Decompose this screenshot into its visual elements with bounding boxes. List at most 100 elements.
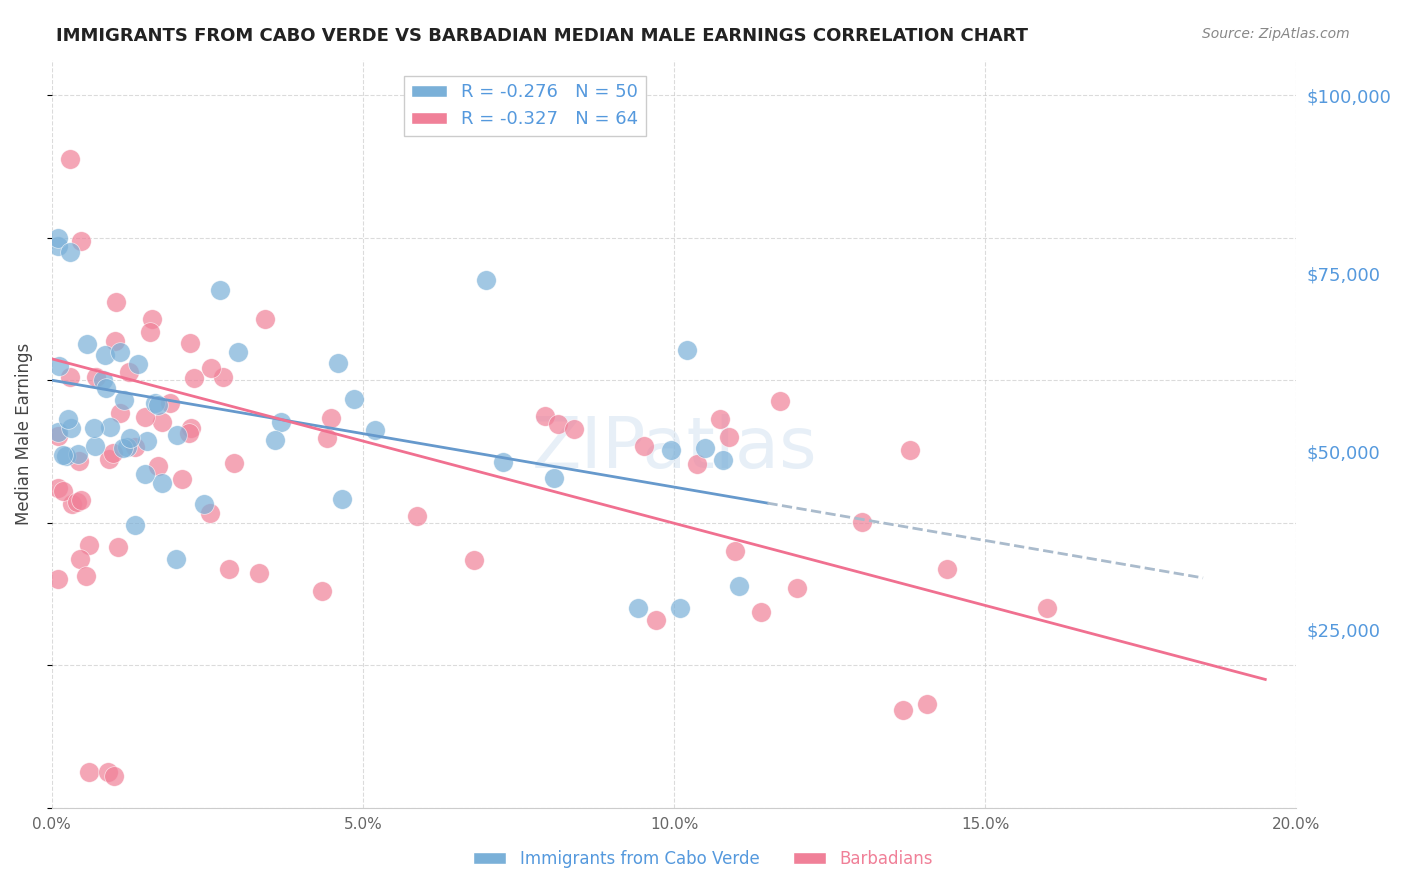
- Point: [55, 449, 77, 463]
- Point: [77, 538, 100, 552]
- Point: [936, 561, 959, 575]
- Point: [124, 440, 146, 454]
- Point: [134, 410, 156, 425]
- Point: [91, 373, 114, 387]
- Point: [46, 239, 69, 253]
- Point: [110, 344, 132, 359]
- Point: [685, 458, 707, 472]
- Point: [148, 398, 170, 412]
- Point: [492, 455, 515, 469]
- Point: [97, 765, 120, 780]
- Point: [193, 497, 215, 511]
- Point: [330, 492, 353, 507]
- Point: [200, 361, 222, 376]
- Point: [179, 335, 201, 350]
- Point: [270, 415, 292, 429]
- Point: [69, 552, 91, 566]
- Point: [463, 553, 485, 567]
- Point: [208, 283, 231, 297]
- Point: [59, 421, 82, 435]
- Point: [898, 443, 921, 458]
- Point: [543, 471, 565, 485]
- Text: Source: ZipAtlas.com: Source: ZipAtlas.com: [1202, 27, 1350, 41]
- Point: [311, 583, 333, 598]
- Point: [319, 411, 342, 425]
- Point: [67, 454, 90, 468]
- Point: [46, 481, 69, 495]
- Point: [46, 230, 69, 244]
- Point: [75, 569, 97, 583]
- Point: [58, 412, 80, 426]
- Legend: R = -0.276   N = 50, R = -0.327   N = 64: R = -0.276 N = 50, R = -0.327 N = 64: [404, 76, 645, 136]
- Point: [915, 698, 938, 712]
- Point: [59, 244, 82, 259]
- Point: [547, 417, 569, 431]
- Point: [709, 412, 731, 426]
- Point: [166, 428, 188, 442]
- Point: [59, 153, 82, 167]
- Point: [46, 425, 69, 439]
- Y-axis label: Median Male Earnings: Median Male Earnings: [15, 343, 32, 524]
- Point: [253, 312, 276, 326]
- Point: [218, 562, 240, 576]
- Point: [644, 613, 666, 627]
- Point: [727, 579, 749, 593]
- Point: [103, 769, 125, 783]
- Point: [627, 601, 650, 615]
- Point: [48, 359, 70, 373]
- Point: [52, 448, 75, 462]
- Point: [46, 429, 69, 443]
- Point: [533, 409, 555, 423]
- Point: [120, 431, 142, 445]
- Point: [94, 348, 117, 362]
- Text: ZIPatlas: ZIPatlas: [531, 414, 817, 483]
- Point: [180, 421, 202, 435]
- Point: [159, 395, 181, 409]
- Point: [111, 441, 134, 455]
- Point: [675, 343, 697, 357]
- Point: [141, 312, 163, 326]
- Point: [198, 506, 221, 520]
- Point: [101, 446, 124, 460]
- Point: [139, 325, 162, 339]
- Point: [84, 370, 107, 384]
- Point: [264, 433, 287, 447]
- Point: [316, 431, 339, 445]
- Point: [633, 439, 655, 453]
- Point: [177, 425, 200, 440]
- Text: IMMIGRANTS FROM CABO VERDE VS BARBADIAN MEDIAN MALE EARNINGS CORRELATION CHART: IMMIGRANTS FROM CABO VERDE VS BARBADIAN …: [56, 27, 1028, 45]
- Point: [328, 356, 350, 370]
- Point: [108, 406, 131, 420]
- Point: [66, 447, 89, 461]
- Point: [124, 517, 146, 532]
- Point: [107, 540, 129, 554]
- Point: [751, 605, 773, 619]
- Point: [134, 467, 156, 482]
- Point: [150, 416, 173, 430]
- Point: [46, 573, 69, 587]
- Point: [112, 392, 135, 407]
- Point: [247, 566, 270, 581]
- Point: [1036, 601, 1059, 615]
- Point: [127, 357, 149, 371]
- Point: [406, 508, 429, 523]
- Point: [211, 370, 233, 384]
- Point: [669, 601, 692, 615]
- Point: [146, 459, 169, 474]
- Point: [59, 370, 82, 384]
- Point: [183, 371, 205, 385]
- Point: [136, 434, 159, 449]
- Point: [891, 703, 914, 717]
- Point: [70, 493, 93, 508]
- Point: [84, 439, 107, 453]
- Point: [115, 440, 138, 454]
- Point: [76, 337, 98, 351]
- Point: [77, 765, 100, 780]
- Point: [150, 476, 173, 491]
- Point: [562, 422, 585, 436]
- Point: [659, 443, 682, 458]
- Point: [104, 334, 127, 348]
- Point: [94, 381, 117, 395]
- Point: [52, 483, 75, 498]
- Point: [98, 452, 121, 467]
